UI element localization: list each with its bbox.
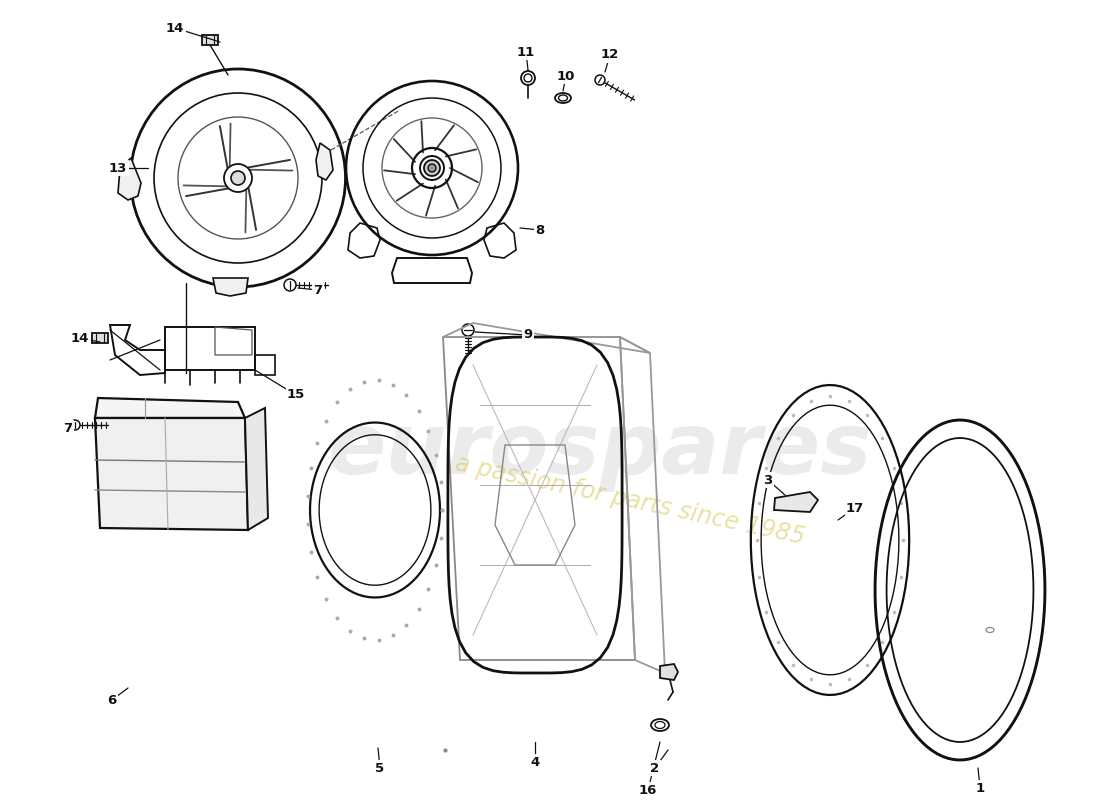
Text: eurospares: eurospares [328, 409, 872, 491]
Polygon shape [92, 333, 108, 343]
Ellipse shape [231, 171, 245, 185]
Text: 3: 3 [763, 474, 772, 486]
Polygon shape [774, 492, 818, 512]
Text: 6: 6 [108, 694, 117, 706]
Text: 16: 16 [639, 783, 657, 797]
Text: 14: 14 [166, 22, 184, 34]
Text: 12: 12 [601, 49, 619, 62]
Text: 14: 14 [70, 331, 89, 345]
Ellipse shape [428, 164, 436, 172]
Polygon shape [316, 143, 333, 180]
Polygon shape [245, 408, 268, 530]
Text: 10: 10 [557, 70, 575, 82]
Text: 13: 13 [109, 162, 128, 174]
Polygon shape [95, 418, 248, 530]
Text: 1: 1 [976, 782, 984, 794]
Text: 17: 17 [846, 502, 865, 514]
Polygon shape [660, 664, 678, 680]
Polygon shape [95, 398, 245, 418]
Text: 7: 7 [64, 422, 73, 434]
Ellipse shape [424, 160, 440, 176]
Text: 7: 7 [314, 283, 322, 297]
Polygon shape [213, 278, 248, 296]
Text: 9: 9 [524, 329, 532, 342]
Text: 5: 5 [375, 762, 385, 774]
Text: 8: 8 [536, 223, 544, 237]
Text: 15: 15 [287, 389, 305, 402]
Text: 4: 4 [530, 755, 540, 769]
Text: a passion for parts since 1985: a passion for parts since 1985 [453, 451, 807, 549]
Polygon shape [118, 158, 141, 200]
Polygon shape [202, 35, 218, 45]
Text: 2: 2 [650, 762, 660, 774]
Text: 11: 11 [517, 46, 535, 58]
